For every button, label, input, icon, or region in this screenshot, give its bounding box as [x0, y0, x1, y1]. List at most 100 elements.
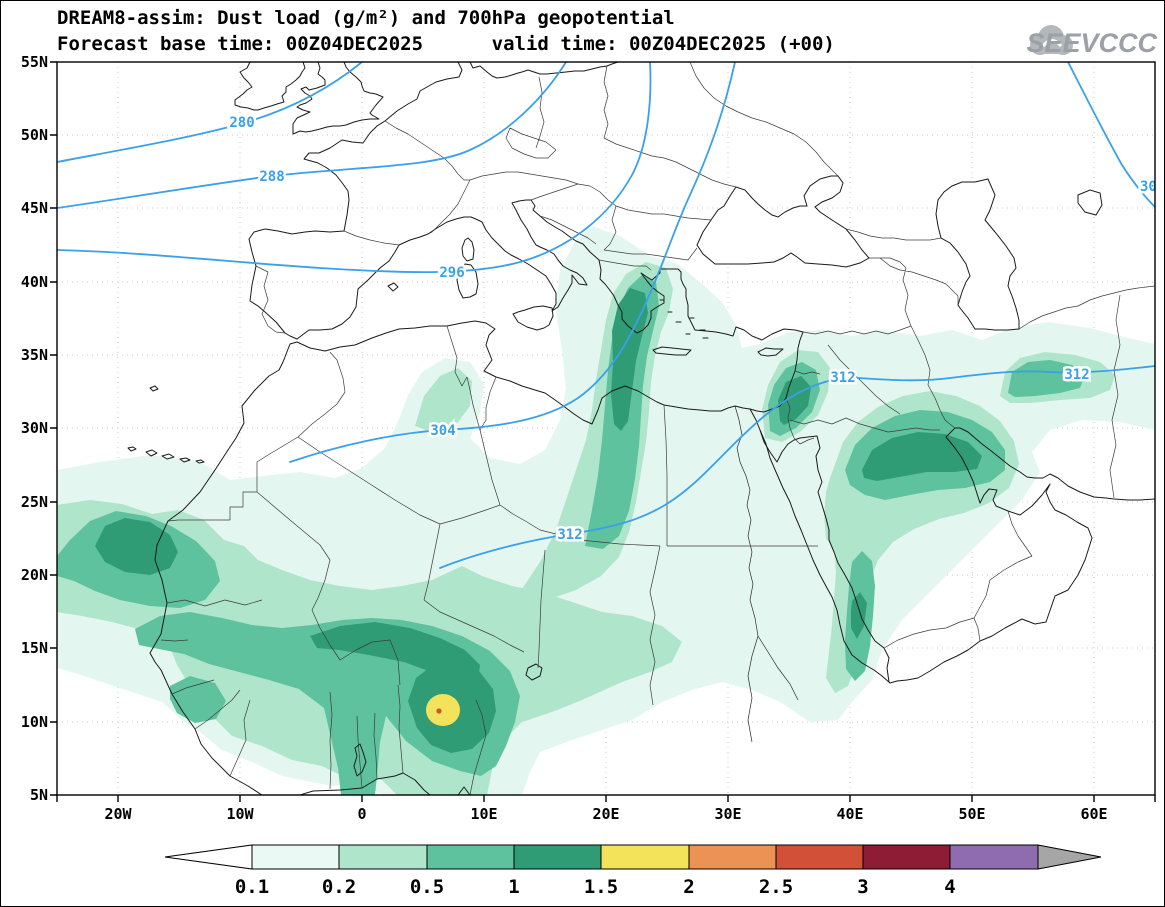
dust-region — [1008, 360, 1085, 397]
dust-region — [611, 288, 648, 431]
sicily-coast — [512, 305, 554, 331]
dust-peak-dot — [436, 708, 442, 714]
lat-tick-label: 20N — [21, 566, 48, 584]
crete-coast — [652, 346, 692, 356]
contour-labels: 280 288 296 304 312 312 312 304 — [227, 113, 1165, 546]
contour-288 — [57, 62, 567, 209]
colorbar-box — [513, 844, 602, 870]
contour-312 — [439, 365, 1155, 569]
seevccc-logo: SEEVCCC — [1026, 25, 1158, 58]
lat-tick-label: 10N — [21, 713, 48, 731]
colorbar-tick-label: 4 — [944, 876, 955, 898]
colorbar-tick-label: 2 — [683, 876, 694, 898]
colorbar-box — [426, 844, 515, 870]
canary-islands — [127, 385, 205, 464]
arabia-south-east-coast — [889, 427, 1093, 684]
logo-text: SEEVCCC — [1026, 28, 1157, 58]
colorbar-tick-label: 0.1 — [235, 876, 269, 898]
colorbar-box — [600, 844, 690, 870]
lat-tick-label: 50N — [21, 126, 48, 144]
lat-tick-label: 35N — [21, 346, 48, 364]
lat-tick-label: 30N — [21, 419, 48, 437]
lat-tick-label: 15N — [21, 639, 48, 657]
red-sea-east-coast — [815, 435, 890, 683]
lon-tick-label: 10E — [470, 805, 497, 823]
contour-label: 304 — [1140, 179, 1165, 195]
colorbar-tick-label: 0.5 — [410, 876, 444, 898]
lon-tick-label: 10W — [226, 805, 254, 823]
iberia-france-northsea-coast — [248, 62, 619, 340]
spain-east-coast — [296, 233, 429, 340]
geopotential-contours — [57, 62, 1155, 569]
caspian-sea — [935, 178, 1020, 331]
cyprus-coast — [757, 347, 784, 357]
lat-axis: 55N 50N 45N 40N 35N 30N 25N 20N 15N 10N … — [21, 53, 48, 804]
contour-label: 296 — [439, 265, 464, 281]
axis-ticks — [50, 61, 1156, 802]
lon-tick-label: 20W — [104, 805, 132, 823]
contour-label: 312 — [1064, 367, 1089, 383]
italy-coast — [427, 199, 588, 312]
middle-east-borders — [785, 228, 1155, 649]
adriatic-balkan-greece-coast — [530, 199, 682, 334]
lon-tick-label: 60E — [1080, 805, 1107, 823]
contour-label: 288 — [259, 169, 284, 185]
colorbar-tick-label: 1.5 — [584, 876, 618, 898]
contour-304 — [289, 62, 736, 463]
lat-tick-label: 45N — [21, 199, 48, 217]
lon-tick-label: 20E — [592, 805, 619, 823]
cloud-swoosh-icon — [1041, 39, 1063, 48]
lat-tick-label: 55N — [21, 53, 48, 71]
contour-304-east — [1067, 62, 1155, 208]
contour-280 — [57, 62, 363, 163]
colorbar-tick-label: 1 — [508, 876, 519, 898]
lat-tick-label: 25N — [21, 493, 48, 511]
colorbar-box — [338, 844, 428, 870]
colorbar-box — [775, 844, 864, 870]
country-borders — [160, 62, 1155, 795]
africa-mediterranean-coast — [289, 278, 804, 425]
contour-label: 280 — [229, 115, 254, 131]
sinai-coast — [749, 408, 818, 463]
colorbar-tick-label: 2.5 — [759, 876, 793, 898]
dust-region — [95, 518, 178, 575]
colorbar-box — [862, 844, 951, 870]
europe-borders — [255, 62, 839, 334]
contour-296 — [57, 62, 652, 274]
dust-region — [170, 676, 226, 723]
lake-chad — [525, 663, 543, 681]
dust-layer-1p5 — [426, 694, 460, 726]
contour-label: 304 — [430, 423, 455, 439]
lon-tick-label: 40E — [836, 805, 863, 823]
africa-atlantic-coast — [149, 343, 471, 795]
colorbar-over-arrow — [1037, 844, 1102, 870]
lake-volta — [353, 743, 367, 777]
africa-borders — [160, 325, 818, 795]
dust-region — [415, 368, 472, 433]
persian-gulf-iran-coast — [954, 427, 1155, 501]
coastlines — [127, 62, 1155, 795]
corsica-coast — [461, 237, 475, 262]
lon-tick-label: 0 — [357, 805, 366, 823]
contour-label: 312 — [557, 527, 582, 543]
black-sea — [696, 175, 870, 268]
ireland-coast — [234, 62, 306, 111]
balearic-islands — [387, 282, 399, 292]
chart-title: DREAM8-assim: Dust load (g/m²) and 700hP… — [57, 7, 675, 29]
chart-subtitle: Forecast base time: 00Z04DEC2025 valid t… — [57, 33, 835, 55]
colorbar: 0.1 0.2 0.5 1 1.5 2 2.5 3 4 — [164, 844, 1102, 898]
contour-label: 312 — [830, 370, 855, 386]
colorbar-box — [251, 844, 340, 870]
red-sea-west-coast — [759, 429, 891, 684]
map-area: 280 288 296 304 312 312 312 304 — [57, 62, 1165, 795]
great-britain-coast — [292, 62, 384, 135]
colorbar-box — [949, 844, 1039, 870]
dust-region — [851, 592, 867, 639]
lon-tick-label: 50E — [958, 805, 985, 823]
dust-region-peak — [426, 694, 460, 726]
colorbar-tick-label: 3 — [857, 876, 868, 898]
aegean-islands — [659, 299, 709, 339]
aral-sea — [1077, 189, 1103, 216]
